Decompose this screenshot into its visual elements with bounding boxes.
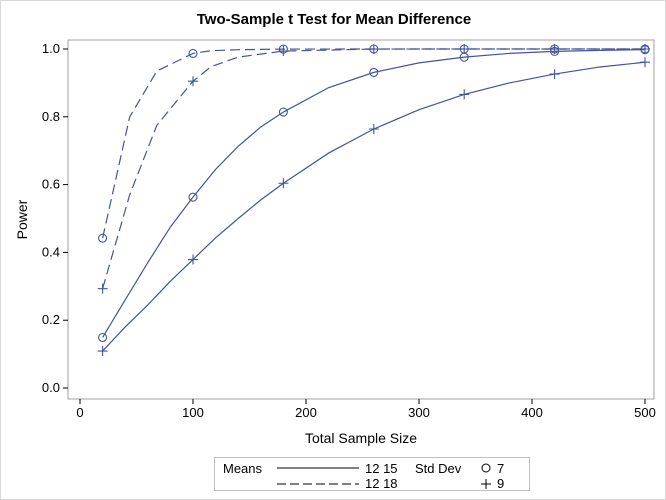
legend: Means 12 15 12 18 Std Dev 7 9 [214, 457, 530, 491]
x-tick-label: 300 [408, 405, 430, 420]
data-point-plus [368, 44, 379, 55]
data-point-plus [368, 124, 379, 135]
legend-std-plus-label: 9 [497, 476, 505, 491]
data-point-circle [188, 192, 198, 202]
data-point-plus [278, 178, 289, 189]
series-line-dashed-sd9 [102, 48, 645, 289]
data-point-plus [188, 254, 198, 265]
x-tick-label: 100 [182, 405, 204, 420]
legend-plus-marker [481, 479, 491, 489]
y-tick-label: 0.0 [42, 380, 60, 395]
data-point-plus [97, 346, 108, 357]
legend-std-circle-label: 7 [497, 461, 505, 476]
y-tick-label: 0.4 [42, 244, 60, 259]
x-tick-label: 500 [634, 405, 656, 420]
legend-circle-marker [481, 463, 491, 473]
data-point-circle [188, 48, 198, 58]
data-point-circle [98, 233, 108, 243]
data-point-plus [188, 76, 198, 87]
x-tick-label: 200 [295, 405, 317, 420]
data-point-plus [549, 69, 560, 80]
y-axis-label: Power [14, 199, 30, 239]
data-point-circle [278, 107, 288, 117]
y-tick-label: 0.8 [42, 109, 60, 124]
y-tick-label: 1.0 [42, 41, 60, 56]
legend-means-dashed-label: 12 18 [365, 476, 398, 491]
y-tick-label: 0.2 [42, 312, 60, 327]
data-point-plus [459, 44, 470, 54]
series-line-solid-sd7 [102, 49, 646, 338]
legend-means-title: Means [223, 461, 263, 476]
plot-frame [67, 39, 655, 400]
data-point-plus [278, 46, 289, 57]
x-tick-label: 400 [521, 405, 543, 420]
x-axis-label: Total Sample Size [305, 430, 417, 446]
data-point-plus [640, 44, 650, 54]
legend-std-title: Std Dev [415, 461, 462, 476]
data-point-circle [369, 67, 379, 77]
y-tick-label: 0.6 [42, 177, 60, 192]
data-point-plus [459, 89, 470, 100]
chart-title: Two-Sample t Test for Mean Difference [196, 11, 472, 28]
legend-means-solid-label: 12 15 [365, 461, 398, 476]
data-point-circle [98, 332, 108, 343]
series-line-solid-sd9 [102, 61, 646, 352]
data-point-plus [97, 283, 108, 294]
data-point-plus [640, 57, 650, 68]
series-line-dashed-sd7 [102, 48, 645, 239]
x-tick-label: 0 [76, 405, 83, 420]
data-point-plus [549, 44, 560, 54]
